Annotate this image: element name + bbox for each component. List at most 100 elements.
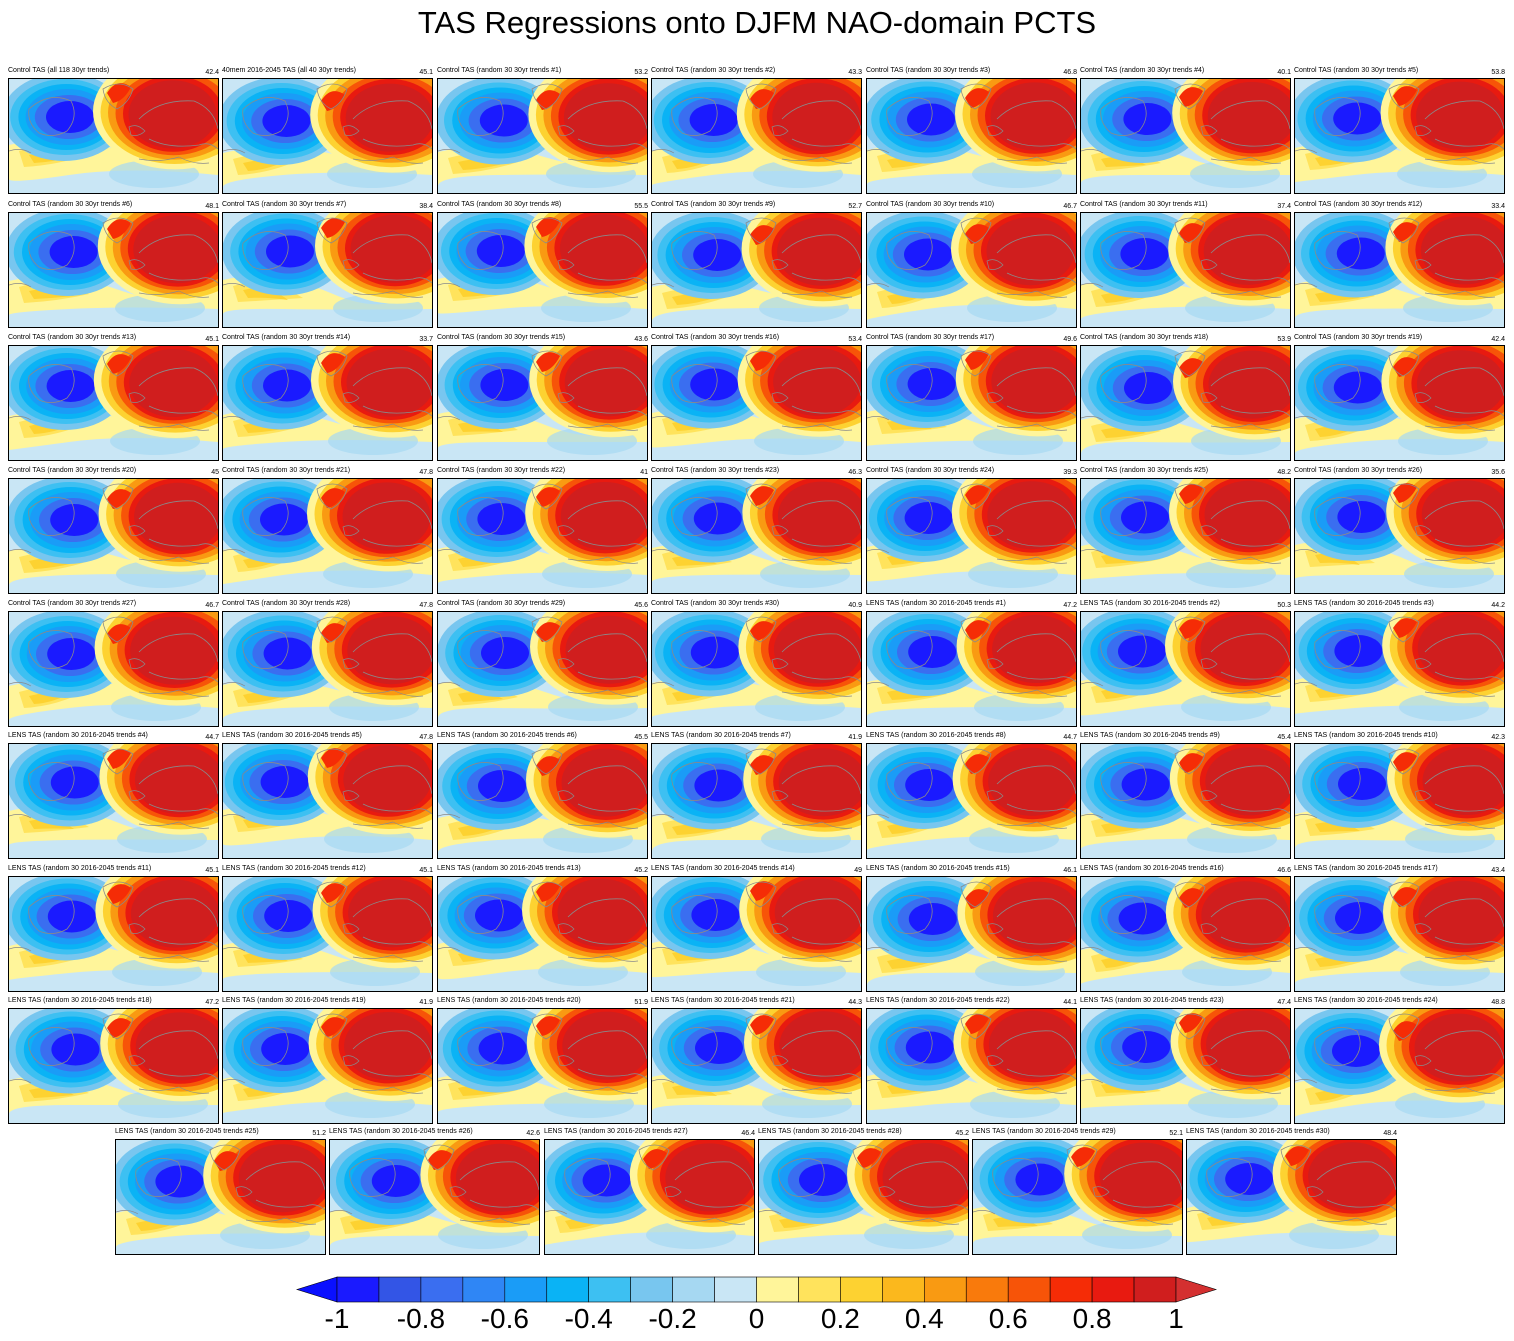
regression-map <box>8 876 219 992</box>
panel-title: Control TAS (random 30 30yr trends #8) <box>437 201 562 208</box>
map-panel: LENS TAS (random 30 2016-2045 trends #27… <box>544 1127 755 1255</box>
panel-title: LENS TAS (random 30 2016-2045 trends #16… <box>1080 865 1224 872</box>
panel-value: 45.2 <box>634 867 648 874</box>
map-field <box>223 1009 432 1123</box>
regression-map <box>437 478 648 594</box>
map-panel: Control TAS (all 118 30yr trends) 42.4 <box>8 66 219 194</box>
map-panel: LENS TAS (random 30 2016-2045 trends #21… <box>651 996 862 1124</box>
regression-map <box>437 345 648 461</box>
panel-title: Control TAS (random 30 30yr trends #23) <box>651 467 780 474</box>
map-field <box>867 479 1076 593</box>
regression-map <box>1080 478 1291 594</box>
map-field <box>438 79 647 193</box>
panel-title: LENS TAS (random 30 2016-2045 trends #10… <box>1294 732 1438 739</box>
panel-value: 47.8 <box>419 469 433 476</box>
panel-title: LENS TAS (random 30 2016-2045 trends #18… <box>8 997 152 1004</box>
map-panel: LENS TAS (random 30 2016-2045 trends #28… <box>758 1127 969 1255</box>
map-field <box>1295 877 1504 991</box>
map-panel: LENS TAS (random 30 2016-2045 trends #5)… <box>222 731 433 859</box>
regression-map <box>651 743 862 859</box>
panel-title: LENS TAS (random 30 2016-2045 trends #5) <box>222 732 362 739</box>
map-field <box>545 1140 754 1254</box>
regression-map <box>1294 876 1505 992</box>
panel-value: 46.1 <box>1063 867 1077 874</box>
regression-map <box>8 212 219 328</box>
map-field <box>1295 79 1504 193</box>
map-panel: LENS TAS (random 30 2016-2045 trends #25… <box>115 1127 326 1255</box>
regression-map <box>222 611 433 727</box>
regression-map <box>222 876 433 992</box>
regression-map <box>437 1008 648 1124</box>
panel-title: LENS TAS (random 30 2016-2045 trends #6) <box>437 732 577 739</box>
map-panel: LENS TAS (random 30 2016-2045 trends #3)… <box>1294 599 1505 727</box>
map-field <box>223 479 432 593</box>
map-panel: Control TAS (random 30 30yr trends #11) 3… <box>1080 200 1291 328</box>
map-field <box>438 213 647 327</box>
map-panel: LENS TAS (random 30 2016-2045 trends #4)… <box>8 731 219 859</box>
panel-title: Control TAS (random 30 30yr trends #22) <box>437 467 566 474</box>
panel-title: Control TAS (all 118 30yr trends) <box>8 67 110 74</box>
map-panel: Control TAS (random 30 30yr trends #6) 48… <box>8 200 219 328</box>
panel-title: Control TAS (random 30 30yr trends #13) <box>8 334 137 341</box>
panel-title: LENS TAS (random 30 2016-2045 trends #24… <box>1294 997 1438 1004</box>
panel-title: LENS TAS (random 30 2016-2045 trends #28… <box>758 1128 902 1135</box>
panel-title: LENS TAS (random 30 2016-2045 trends #19… <box>222 997 366 1004</box>
panel-title: LENS TAS (random 30 2016-2045 trends #29… <box>972 1128 1116 1135</box>
panel-value: 43.6 <box>634 336 648 343</box>
regression-map <box>1080 212 1291 328</box>
panel-value: 49.6 <box>1063 336 1077 343</box>
map-panel: Control TAS (random 30 30yr trends #3) 46… <box>866 66 1077 194</box>
panel-value: 46.7 <box>205 602 219 609</box>
regression-map <box>8 78 219 194</box>
regression-map <box>222 345 433 461</box>
panel-title: Control TAS (random 30 30yr trends #30) <box>651 600 780 607</box>
map-panel: Control TAS (random 30 30yr trends #22) 4… <box>437 466 648 594</box>
panel-value: 48.4 <box>1383 1130 1397 1137</box>
regression-map <box>222 1008 433 1124</box>
panel-value: 35.6 <box>1491 469 1505 476</box>
panel-title: Control TAS (random 30 30yr trends #19) <box>1294 334 1423 341</box>
regression-map <box>866 478 1077 594</box>
map-panel: Control TAS (random 30 30yr trends #24) 3… <box>866 466 1077 594</box>
panel-title: LENS TAS (random 30 2016-2045 trends #8) <box>866 732 1006 739</box>
map-panel: LENS TAS (random 30 2016-2045 trends #9)… <box>1080 731 1291 859</box>
panel-title: Control TAS (random 30 30yr trends #16) <box>651 334 780 341</box>
map-panel: LENS TAS (random 30 2016-2045 trends #16… <box>1080 864 1291 992</box>
regression-map <box>651 1008 862 1124</box>
regression-map <box>222 78 433 194</box>
panel-title: Control TAS (random 30 30yr trends #14) <box>222 334 351 341</box>
regression-map <box>651 478 862 594</box>
map-field <box>652 1009 861 1123</box>
panel-value: 46.6 <box>1277 867 1291 874</box>
panel-title: LENS TAS (random 30 2016-2045 trends #12… <box>222 865 366 872</box>
panel-value: 38.4 <box>419 203 433 210</box>
panel-value: 45.1 <box>205 336 219 343</box>
panel-value: 50.3 <box>1277 602 1291 609</box>
map-panel: LENS TAS (random 30 2016-2045 trends #10… <box>1294 731 1505 859</box>
panel-value: 46.8 <box>1063 69 1077 76</box>
map-panel: Control TAS (random 30 30yr trends #21) 4… <box>222 466 433 594</box>
regression-map <box>437 212 648 328</box>
panel-title: Control TAS (random 30 30yr trends #10) <box>866 201 995 208</box>
regression-map <box>8 1008 219 1124</box>
panel-title: Control TAS (random 30 30yr trends #5) <box>1294 67 1419 74</box>
map-panel: Control TAS (random 30 30yr trends #20) 4… <box>8 466 219 594</box>
regression-map <box>866 345 1077 461</box>
panel-value: 49 <box>854 867 862 874</box>
map-field <box>867 877 1076 991</box>
panel-value: 41.9 <box>848 734 862 741</box>
panel-value: 52.1 <box>1169 1130 1183 1137</box>
regression-map <box>437 876 648 992</box>
panel-title: LENS TAS (random 30 2016-2045 trends #14… <box>651 865 795 872</box>
panel-value: 33.4 <box>1491 203 1505 210</box>
regression-map <box>651 78 862 194</box>
map-field <box>652 612 861 726</box>
panel-value: 47.4 <box>1277 999 1291 1006</box>
map-field <box>438 744 647 858</box>
map-field <box>9 744 218 858</box>
regression-map <box>866 1008 1077 1124</box>
map-field <box>867 79 1076 193</box>
panel-title: Control TAS (random 30 30yr trends #2) <box>651 67 776 74</box>
regression-map <box>866 78 1077 194</box>
panel-value: 42.4 <box>1491 336 1505 343</box>
